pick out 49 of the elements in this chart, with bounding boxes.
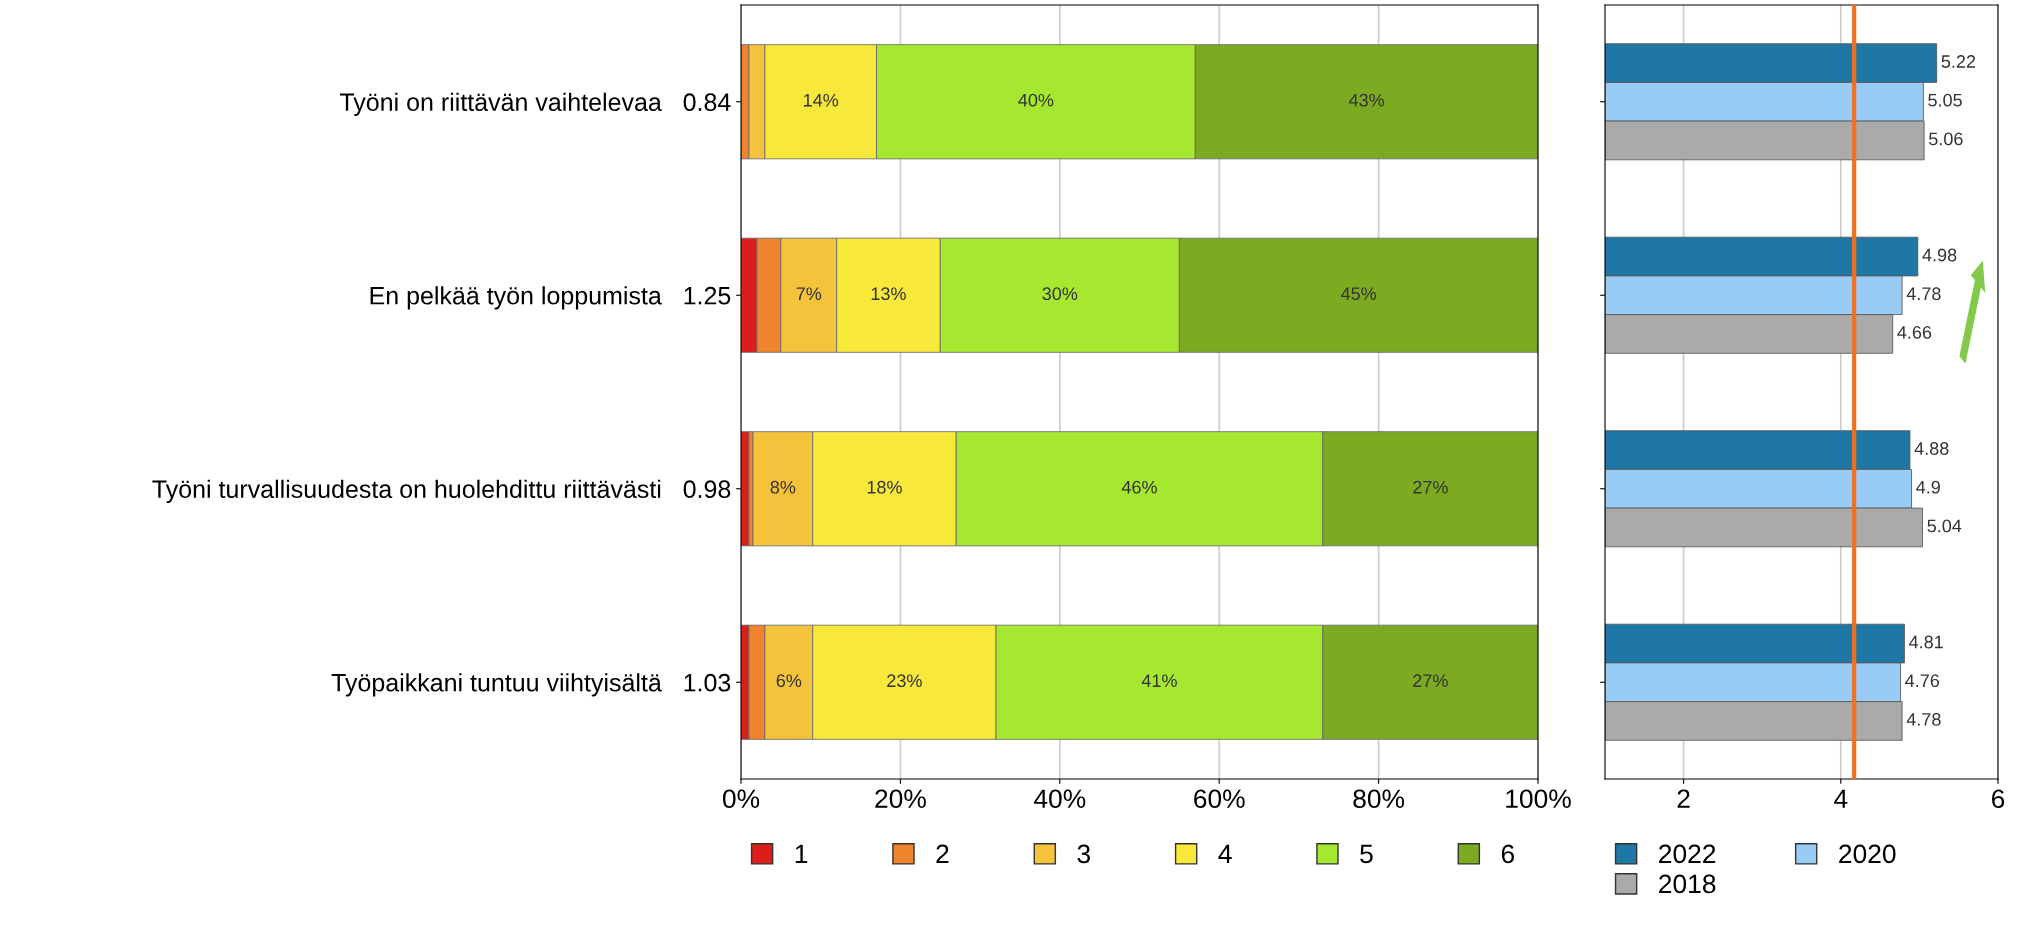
data-label: 4.98 bbox=[1922, 248, 1957, 262]
data-label: 41% bbox=[1141, 674, 1177, 688]
data-label: 4.81 bbox=[1909, 635, 1943, 649]
x-tick-label: 60% bbox=[1194, 789, 1245, 809]
x-tick-label: 2 bbox=[1677, 789, 1690, 808]
y-tick-label: En pelkää työn loppumista 1.25 bbox=[370, 286, 731, 310]
data-label: 4.78 bbox=[1906, 713, 1941, 726]
legend-label: 6 bbox=[1501, 844, 1514, 864]
x-tick-label: 0% bbox=[722, 789, 760, 809]
legend-label: 1 bbox=[795, 844, 808, 863]
x-tick-label: 40% bbox=[1034, 789, 1086, 809]
legend-label: 2022 bbox=[1659, 844, 1716, 864]
data-label: 14% bbox=[804, 93, 839, 107]
legend-label: 5 bbox=[1360, 844, 1373, 864]
data-label: 18% bbox=[867, 480, 902, 494]
data-label: 43% bbox=[1348, 93, 1385, 107]
data-label: 27% bbox=[1413, 674, 1448, 688]
y-tick-label: Työpaikkani tuntuu viihtyisältä 1.03 bbox=[331, 673, 731, 697]
x-tick-label: 6 bbox=[1992, 789, 2005, 809]
data-label: 5.05 bbox=[1928, 93, 1962, 107]
y-tick-label: Työni turvallisuudesta on huolehdittu riittävästi 0.98 bbox=[152, 479, 731, 503]
x-tick-label: 80% bbox=[1353, 789, 1405, 809]
data-label: 13% bbox=[871, 287, 906, 301]
data-label: 4.78 bbox=[1906, 287, 1941, 301]
data-label: 4.9 bbox=[1916, 480, 1940, 494]
data-label: 45% bbox=[1341, 287, 1377, 301]
y-tick-label: Työni on riittävän vaihtelevaa 0.84 bbox=[339, 92, 731, 116]
legend-label: 4 bbox=[1218, 844, 1232, 863]
data-label: 46% bbox=[1121, 480, 1157, 494]
data-label: 4.88 bbox=[1914, 442, 1949, 455]
data-label: 40% bbox=[1018, 93, 1054, 107]
data-label: 30% bbox=[1042, 287, 1078, 301]
x-tick-label: 20% bbox=[875, 789, 926, 809]
legend-label: 3 bbox=[1077, 844, 1090, 864]
data-label: 6% bbox=[776, 674, 802, 688]
x-tick-label: 100% bbox=[1506, 789, 1571, 809]
legend-label: 2018 bbox=[1659, 874, 1716, 894]
data-label: 5.06 bbox=[1929, 132, 1963, 146]
x-tick-label: 4 bbox=[1834, 789, 1848, 808]
data-label: 5.04 bbox=[1927, 519, 1962, 533]
data-label: 23% bbox=[887, 674, 922, 688]
legend-label: 2 bbox=[936, 844, 949, 863]
data-label: 27% bbox=[1413, 480, 1448, 494]
data-label: 5.22 bbox=[1941, 55, 1976, 68]
data-label: 7% bbox=[796, 287, 822, 301]
data-label: 4.76 bbox=[1905, 674, 1940, 688]
data-label: 8% bbox=[770, 480, 796, 494]
legend-label: 2020 bbox=[1839, 844, 1896, 864]
data-label: 4.66 bbox=[1897, 326, 1932, 339]
